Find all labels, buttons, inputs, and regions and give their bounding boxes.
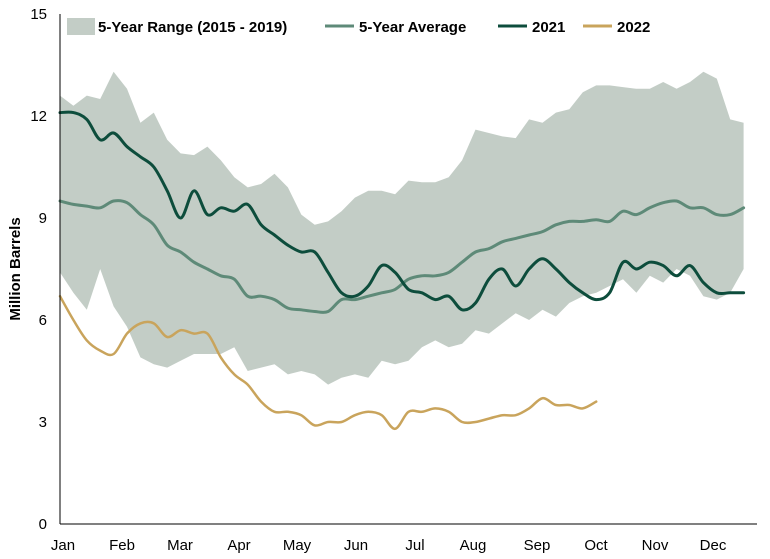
y-tick-label: 0 [39, 516, 47, 533]
x-tick-label: Aug [460, 537, 487, 554]
series-2022-line [58, 294, 598, 431]
y-tick-labels: 0 3 6 9 12 15 [30, 6, 47, 533]
x-tick-label: Sep [524, 537, 551, 554]
legend-label-average: 5-Year Average [359, 19, 466, 36]
series-lines-layer [58, 110, 746, 431]
x-tick-label: Jan [51, 537, 75, 554]
x-tick-label: Apr [227, 537, 250, 554]
legend-label-range: 5-Year Range (2015 - 2019) [98, 19, 287, 36]
series-2021-line [58, 110, 746, 312]
five-year-range-band-layer [60, 71, 744, 385]
axes [59, 14, 757, 525]
legend-label-2022: 2022 [617, 19, 650, 36]
y-tick-label: 12 [30, 108, 47, 125]
five-year-range-band [60, 71, 744, 385]
x-tick-label: Dec [700, 537, 727, 554]
legend-swatch-range [67, 18, 95, 35]
x-tick-label: Oct [584, 537, 608, 554]
x-tick-labels: Jan Feb Mar Apr May Jun Jul Aug Sep Oct Nov Dec [51, 537, 727, 554]
five-year-average-line [58, 199, 746, 314]
legend-label-2021: 2021 [532, 19, 565, 36]
y-tick-label: 3 [39, 414, 47, 431]
x-tick-label: Feb [109, 537, 135, 554]
y-tick-label: 6 [39, 312, 47, 329]
x-tick-label: Nov [642, 537, 669, 554]
legend: 5-Year Range (2015 - 2019) 5-Year Averag… [67, 18, 650, 36]
x-tick-label: Jul [405, 537, 424, 554]
y-tick-label: 15 [30, 6, 47, 23]
y-axis-title: Million Barrels [7, 217, 24, 320]
x-tick-label: Jun [344, 537, 368, 554]
x-tick-label: May [283, 537, 312, 554]
y-tick-label: 9 [39, 210, 47, 227]
x-tick-label: Mar [167, 537, 193, 554]
